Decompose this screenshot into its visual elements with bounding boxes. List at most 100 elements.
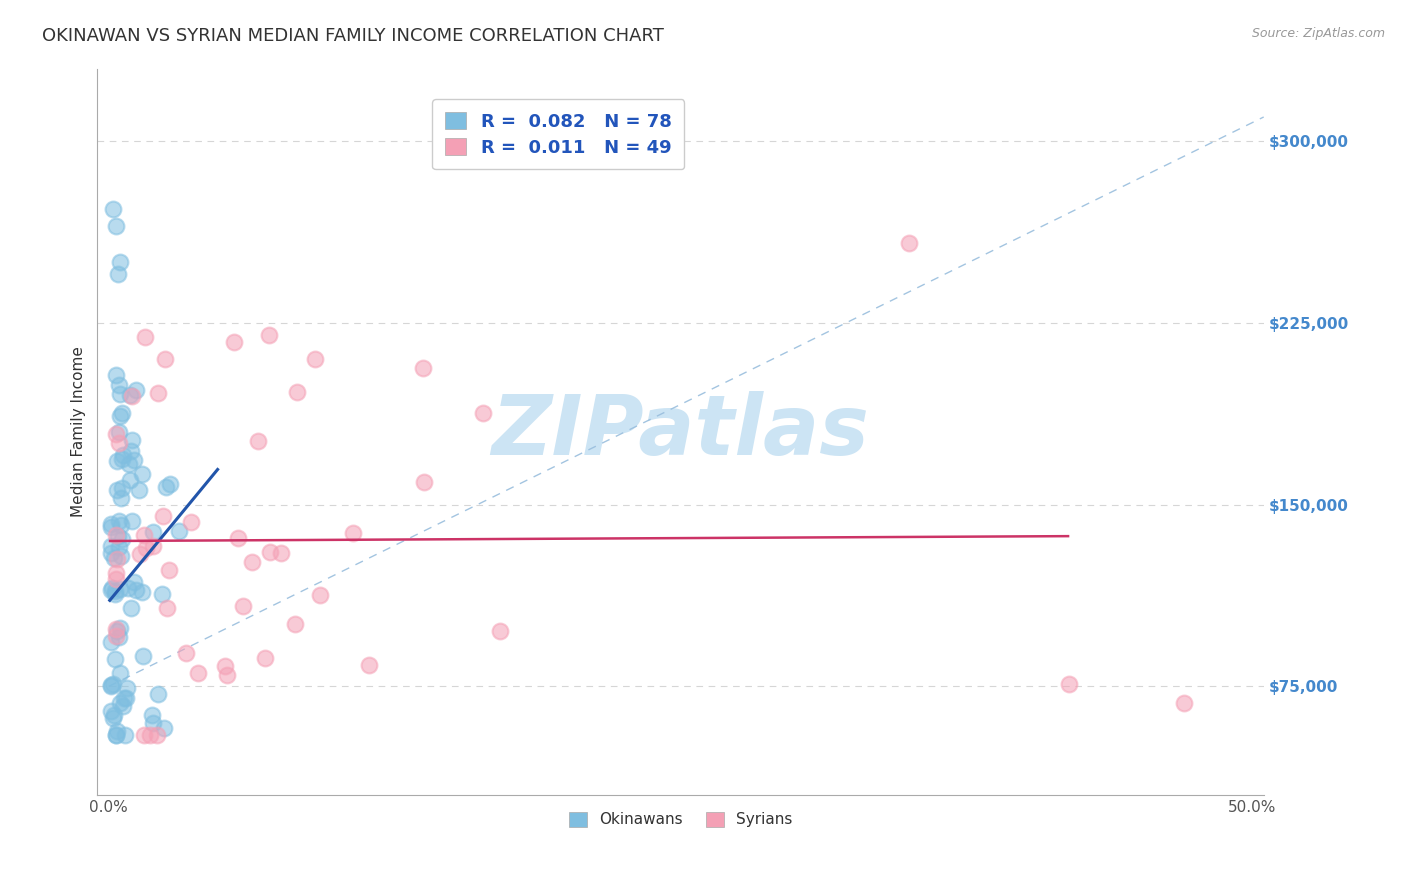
Point (153, 351, 176, 366)
Point (174, 647, 197, 661)
Point (111, 448, 134, 462)
Point (146, 385, 169, 400)
Point (104, 651, 127, 665)
Point (118, 473, 141, 487)
Point (107, 435, 129, 450)
Point (110, 621, 132, 635)
Point (112, 698, 135, 713)
Point (103, 587, 125, 601)
Point (100, 539, 122, 553)
Point (240, 555, 263, 569)
Point (157, 563, 180, 577)
Y-axis label: Median Family Income: Median Family Income (72, 346, 86, 517)
Point (257, 328, 280, 343)
Point (214, 659, 236, 673)
Point (135, 541, 157, 555)
Point (107, 268, 129, 282)
Point (413, 475, 436, 489)
Point (270, 546, 292, 560)
Point (122, 453, 145, 467)
Point (132, 648, 155, 663)
Point (156, 600, 179, 615)
Point (134, 329, 156, 343)
Point (104, 572, 127, 586)
Point (412, 361, 434, 376)
Text: ZIPatlas: ZIPatlas (492, 392, 869, 473)
Point (101, 677, 124, 691)
Point (104, 368, 127, 383)
Point (110, 518, 132, 533)
Point (118, 388, 141, 402)
Point (187, 665, 209, 680)
Point (104, 728, 127, 742)
Point (146, 728, 169, 742)
Point (110, 406, 132, 420)
Point (226, 531, 249, 545)
Point (100, 678, 122, 692)
Point (112, 690, 135, 705)
Point (1173, 696, 1195, 710)
Point (159, 477, 181, 491)
Point (472, 406, 495, 420)
Point (104, 630, 127, 644)
Point (254, 651, 277, 665)
Point (180, 515, 202, 529)
Point (101, 581, 124, 595)
Point (120, 601, 142, 615)
Point (134, 528, 156, 542)
Point (122, 575, 145, 590)
Point (284, 617, 307, 632)
Point (111, 481, 134, 495)
Point (342, 525, 364, 540)
Point (103, 551, 125, 566)
Point (142, 540, 165, 554)
Point (107, 514, 129, 528)
Point (110, 491, 132, 506)
Point (105, 551, 128, 566)
Point (141, 707, 163, 722)
Point (104, 583, 127, 598)
Point (105, 624, 128, 638)
Point (150, 587, 173, 601)
Point (104, 622, 127, 636)
Point (104, 728, 127, 742)
Point (132, 728, 155, 742)
Point (100, 520, 122, 534)
Point (121, 514, 143, 528)
Point (107, 529, 129, 543)
Point (232, 599, 254, 614)
Point (304, 352, 326, 367)
Point (359, 657, 381, 672)
Point (100, 635, 122, 649)
Point (285, 384, 308, 399)
Point (108, 666, 131, 681)
Point (100, 546, 122, 560)
Point (111, 532, 134, 546)
Point (110, 582, 132, 597)
Point (898, 235, 921, 250)
Point (114, 691, 136, 706)
Point (124, 384, 146, 398)
Point (142, 525, 165, 540)
Point (100, 517, 122, 532)
Point (247, 434, 270, 449)
Point (100, 582, 122, 597)
Point (107, 377, 129, 392)
Point (104, 219, 127, 233)
Point (105, 566, 128, 581)
Point (111, 452, 134, 467)
Point (222, 334, 245, 349)
Point (128, 547, 150, 561)
Point (131, 467, 153, 481)
Point (108, 387, 131, 401)
Point (115, 681, 138, 696)
Point (100, 679, 122, 693)
Point (110, 255, 132, 269)
Point (259, 544, 281, 558)
Point (142, 715, 165, 730)
Point (138, 728, 160, 742)
Point (101, 711, 124, 725)
Point (105, 453, 128, 467)
Point (114, 728, 136, 742)
Point (108, 630, 131, 644)
